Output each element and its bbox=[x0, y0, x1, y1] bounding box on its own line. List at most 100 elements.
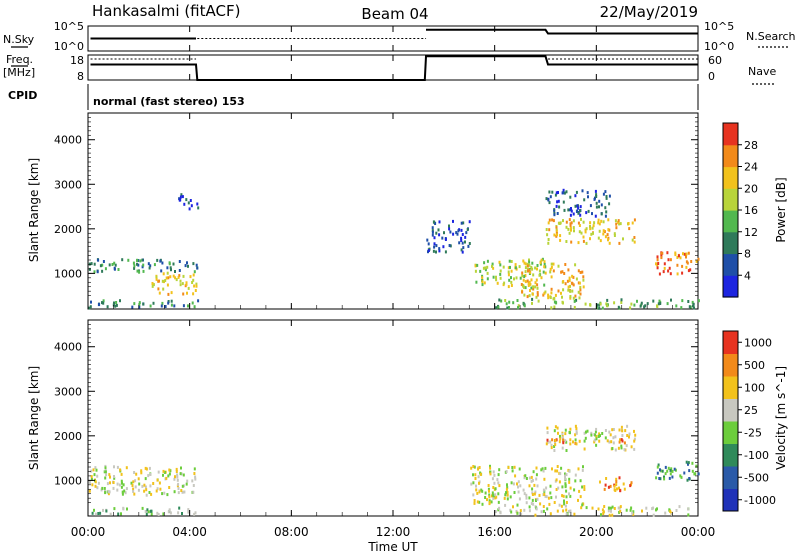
scatter-cell bbox=[460, 228, 463, 232]
scatter-cell bbox=[107, 492, 110, 496]
scatter-cell bbox=[651, 507, 654, 511]
scatter-cell bbox=[517, 480, 520, 484]
scatter-cell bbox=[582, 278, 585, 282]
scatter-cell bbox=[512, 505, 514, 509]
scatter-cell bbox=[570, 228, 572, 232]
scatter-cell bbox=[195, 263, 198, 267]
scatter-cell bbox=[633, 439, 636, 443]
scatter-cell bbox=[589, 227, 592, 231]
y-tick-label: 1000 bbox=[54, 267, 82, 280]
scatter-cell bbox=[474, 269, 477, 273]
scatter-cell bbox=[126, 507, 128, 511]
scatter-cell bbox=[572, 296, 575, 300]
scatter-cell bbox=[449, 230, 452, 234]
scatter-cell bbox=[187, 264, 189, 268]
scatter-cell bbox=[553, 296, 556, 300]
scatter-cell bbox=[582, 285, 585, 289]
scatter-cell bbox=[477, 467, 480, 471]
scatter-cell bbox=[582, 465, 584, 469]
power-axis: 4000 3000 2000 1000 bbox=[54, 117, 698, 296]
scatter-cell bbox=[481, 276, 484, 280]
scatter-cell bbox=[196, 266, 199, 270]
scatter-cell bbox=[143, 483, 146, 487]
scatter-cell bbox=[561, 295, 563, 299]
scatter-cell bbox=[697, 299, 700, 303]
scatter-cell bbox=[669, 468, 672, 472]
scatter-cell bbox=[608, 513, 611, 517]
scatter-cell bbox=[589, 224, 591, 228]
scatter-cell bbox=[565, 220, 568, 224]
scatter-cell bbox=[531, 491, 534, 495]
scatter-cell bbox=[595, 201, 598, 205]
scatter-cell bbox=[620, 446, 623, 450]
scatter-cell bbox=[600, 212, 603, 216]
scatter-cell bbox=[162, 287, 165, 291]
scatter-cell bbox=[506, 490, 509, 494]
scatter-cell bbox=[117, 512, 120, 516]
scatter-cell bbox=[141, 258, 144, 262]
scatter-cell bbox=[168, 262, 171, 266]
scatter-cell bbox=[517, 304, 520, 308]
scatter-cell bbox=[577, 221, 580, 225]
scatter-cell bbox=[623, 487, 626, 491]
scatter-cell bbox=[553, 300, 556, 304]
freq-left-label-2: [MHz] bbox=[3, 66, 35, 79]
colorbar-segment bbox=[723, 123, 738, 146]
scatter-cell bbox=[592, 224, 595, 228]
scatter-cell bbox=[476, 491, 479, 495]
scatter-cell bbox=[96, 486, 99, 490]
scatter-cell bbox=[585, 506, 588, 510]
scatter-cell bbox=[523, 508, 526, 512]
scatter-cell bbox=[601, 306, 604, 310]
scatter-cell bbox=[496, 281, 499, 285]
noise-left-tick-bottom: 10^0 bbox=[54, 40, 84, 53]
scatter-cell bbox=[557, 199, 560, 203]
scatter-cell bbox=[149, 509, 152, 513]
scatter-cell bbox=[602, 229, 605, 233]
scatter-cell bbox=[661, 251, 664, 255]
scatter-cell bbox=[135, 472, 138, 476]
scatter-cell bbox=[112, 486, 115, 490]
scatter-cell bbox=[488, 499, 491, 503]
scatter-cell bbox=[691, 300, 694, 304]
scatter-cell bbox=[573, 512, 576, 516]
scatter-cell bbox=[633, 218, 636, 222]
scatter-cell bbox=[687, 269, 690, 273]
scatter-cell bbox=[631, 238, 634, 242]
scatter-cell bbox=[165, 276, 168, 280]
scatter-cell bbox=[437, 228, 440, 232]
scatter-cell bbox=[569, 509, 572, 513]
scatter-cell bbox=[619, 489, 622, 493]
scatter-cell bbox=[564, 428, 567, 432]
scatter-cell bbox=[570, 209, 573, 213]
scatter-cell bbox=[524, 280, 527, 284]
scatter-cell bbox=[561, 300, 564, 304]
scatter-cell bbox=[510, 276, 512, 280]
scatter-cell bbox=[594, 430, 597, 434]
scatter-cell bbox=[614, 448, 617, 452]
scatter-cell bbox=[585, 430, 587, 434]
scatter-cell bbox=[570, 240, 573, 244]
scatter-cell bbox=[479, 472, 482, 476]
scatter-cell bbox=[599, 302, 602, 306]
scatter-cell bbox=[563, 272, 566, 275]
scatter-cell bbox=[548, 218, 551, 222]
scatter-cell bbox=[504, 299, 507, 302]
scatter-cell bbox=[601, 432, 604, 435]
scatter-cell bbox=[579, 495, 582, 499]
scatter-cell bbox=[606, 298, 609, 302]
scatter-cell bbox=[561, 436, 564, 440]
scatter-cell bbox=[507, 285, 510, 289]
scatter-cell bbox=[613, 484, 616, 488]
scatter-cell bbox=[508, 306, 510, 309]
scatter-cell bbox=[183, 202, 186, 206]
scatter-cell bbox=[481, 280, 484, 284]
scatter-cell bbox=[181, 282, 184, 286]
scatter-cell bbox=[161, 261, 164, 265]
scatter-cell bbox=[574, 424, 577, 428]
scatter-cell bbox=[455, 231, 458, 235]
scatter-cell bbox=[628, 432, 631, 436]
scatter-cell bbox=[508, 300, 511, 304]
noise-right-tick-top: 10^5 bbox=[704, 20, 734, 33]
scatter-cell bbox=[460, 239, 463, 242]
